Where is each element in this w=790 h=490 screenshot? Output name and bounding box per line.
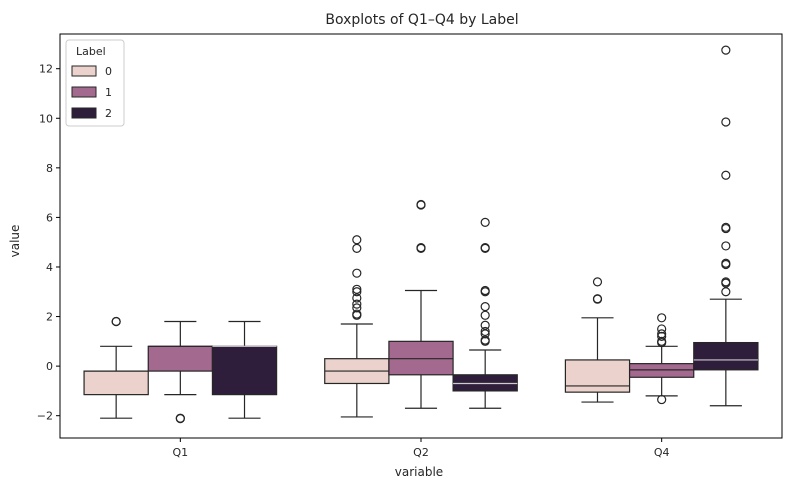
flier-point bbox=[175, 414, 185, 424]
x-axis-label: variable bbox=[395, 465, 443, 479]
flier-point bbox=[592, 294, 603, 304]
y-axis-label: value bbox=[8, 225, 22, 258]
box-Q1-label-2 bbox=[211, 320, 278, 419]
flier-point bbox=[721, 258, 731, 268]
flier-point bbox=[721, 222, 731, 232]
legend-entry-label: 0 bbox=[105, 65, 112, 78]
flier-point bbox=[352, 268, 362, 278]
flier-point bbox=[352, 243, 362, 253]
flier-point bbox=[657, 313, 667, 323]
flier-point bbox=[480, 320, 490, 330]
legend-entry-label: 2 bbox=[105, 107, 112, 120]
flier-point bbox=[480, 302, 490, 312]
y-tick-label: 10 bbox=[39, 112, 53, 125]
flier-point bbox=[480, 243, 490, 253]
box-Q2-label-2 bbox=[452, 217, 518, 409]
box-body bbox=[147, 345, 214, 372]
box-body bbox=[211, 345, 278, 396]
flier-point bbox=[480, 310, 490, 320]
flier-point bbox=[480, 217, 490, 227]
flier-point bbox=[480, 285, 490, 296]
flier-point bbox=[480, 329, 490, 339]
flier-point bbox=[657, 324, 667, 334]
x-tick-label: Q2 bbox=[413, 446, 429, 459]
box-body bbox=[452, 374, 518, 392]
box-Q2-label-0 bbox=[324, 235, 390, 418]
legend-swatch bbox=[71, 86, 97, 98]
legend-frame bbox=[65, 39, 125, 127]
flier-point bbox=[657, 329, 667, 339]
y-tick-label: 6 bbox=[46, 211, 53, 224]
box-Q4-label-0 bbox=[564, 277, 631, 403]
y-tick-label: −2 bbox=[37, 410, 53, 423]
box-body bbox=[564, 359, 631, 393]
box-body bbox=[83, 370, 149, 396]
box-body bbox=[628, 363, 695, 378]
flier-point bbox=[352, 309, 362, 319]
flier-point bbox=[721, 117, 731, 127]
y-tick-label: 0 bbox=[46, 360, 53, 373]
box-body bbox=[693, 341, 759, 371]
flier-point bbox=[352, 299, 362, 309]
flier-point bbox=[352, 284, 362, 294]
flier-point bbox=[352, 303, 362, 313]
box-Q4-label-2 bbox=[693, 45, 759, 407]
y-tick-label: 8 bbox=[46, 162, 53, 175]
flier-point bbox=[721, 170, 731, 180]
legend-swatch bbox=[71, 107, 97, 119]
flier-point bbox=[721, 45, 731, 55]
x-tick-label: Q1 bbox=[172, 446, 188, 459]
flier-point bbox=[111, 316, 121, 327]
flier-point bbox=[352, 235, 362, 245]
flier-point bbox=[352, 293, 362, 303]
legend-title: Label bbox=[76, 45, 106, 58]
legend-entry-label: 1 bbox=[105, 86, 112, 99]
x-tick-label: Q4 bbox=[654, 446, 670, 459]
box-Q1-label-0 bbox=[83, 316, 149, 419]
legend: Label 0 1 2 bbox=[65, 39, 125, 127]
flier-point bbox=[352, 287, 362, 297]
chart-title: Boxplots of Q1–Q4 by Label bbox=[325, 12, 518, 28]
flier-point bbox=[657, 394, 667, 405]
y-tick-label: 2 bbox=[46, 311, 53, 324]
flier-point bbox=[480, 335, 490, 345]
flier-point bbox=[592, 277, 603, 287]
flier-point bbox=[721, 277, 731, 287]
flier-point bbox=[721, 241, 731, 251]
box-Q4-label-1 bbox=[628, 313, 695, 405]
legend-swatch bbox=[71, 65, 97, 77]
flier-point bbox=[721, 287, 731, 297]
y-tick-label: 4 bbox=[46, 261, 53, 274]
flier-point bbox=[416, 243, 426, 253]
flier-point bbox=[480, 326, 490, 337]
box-Q2-label-1 bbox=[388, 199, 454, 409]
flier-point bbox=[416, 199, 426, 210]
y-tick-label: 12 bbox=[39, 63, 53, 76]
box-body bbox=[388, 340, 454, 376]
box-Q1-label-1 bbox=[147, 320, 214, 424]
